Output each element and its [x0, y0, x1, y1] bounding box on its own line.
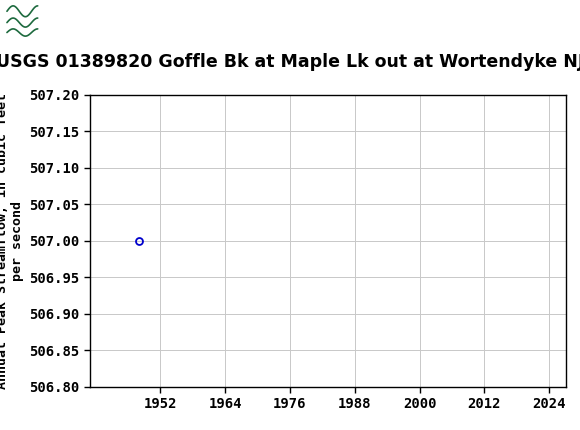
- Text: USGS 01389820 Goffle Bk at Maple Lk out at Wortendyke NJ: USGS 01389820 Goffle Bk at Maple Lk out …: [0, 53, 580, 71]
- Y-axis label: Annual Peak Streamflow, in cubic feet
per second: Annual Peak Streamflow, in cubic feet pe…: [0, 93, 24, 389]
- Text: USGS: USGS: [72, 9, 158, 37]
- FancyBboxPatch shape: [6, 3, 64, 42]
